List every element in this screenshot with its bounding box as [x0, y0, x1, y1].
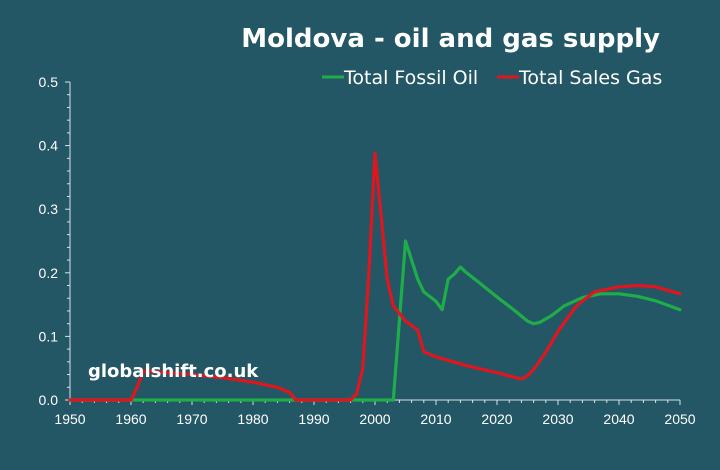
axes: 0.0 0.1 0.2 0.3 0.4 0.5 1950 1960 1970 1980 1990 20…	[39, 74, 696, 427]
y-tick-label: 0.2	[39, 265, 59, 281]
x-tick-label: 1990	[298, 411, 329, 427]
x-tick-label: 1950	[54, 411, 85, 427]
legend-label-oil: Total Fossil Oil	[343, 67, 478, 89]
x-tick-label: 1970	[176, 411, 207, 427]
x-tick-label: 1960	[115, 411, 146, 427]
legend: Total Fossil Oil Total Sales Gas	[322, 67, 662, 89]
y-tick-label: 0.0	[39, 392, 59, 408]
x-tick-label: 2010	[420, 411, 451, 427]
x-tick-label: 2040	[603, 411, 634, 427]
x-tick-label: 1980	[237, 411, 268, 427]
series-group	[68, 151, 682, 402]
x-tick-label: 2050	[664, 411, 695, 427]
series-line-total-fossil-oil	[68, 239, 682, 402]
y-tick-label: 0.1	[39, 328, 59, 344]
series-line-total-sales-gas	[68, 151, 682, 402]
x-tick-label: 2030	[542, 411, 573, 427]
y-tick-label: 0.5	[39, 74, 59, 90]
watermark-annotation: globalshift.co.uk	[88, 361, 259, 382]
y-tick-label: 0.4	[39, 138, 59, 154]
y-tick-label: 0.3	[39, 201, 59, 217]
x-tick-label: 2020	[481, 411, 512, 427]
chart-title: Moldova - oil and gas supply	[241, 24, 660, 54]
legend-label-gas: Total Sales Gas	[518, 67, 662, 89]
x-tick-label: 2000	[359, 411, 390, 427]
